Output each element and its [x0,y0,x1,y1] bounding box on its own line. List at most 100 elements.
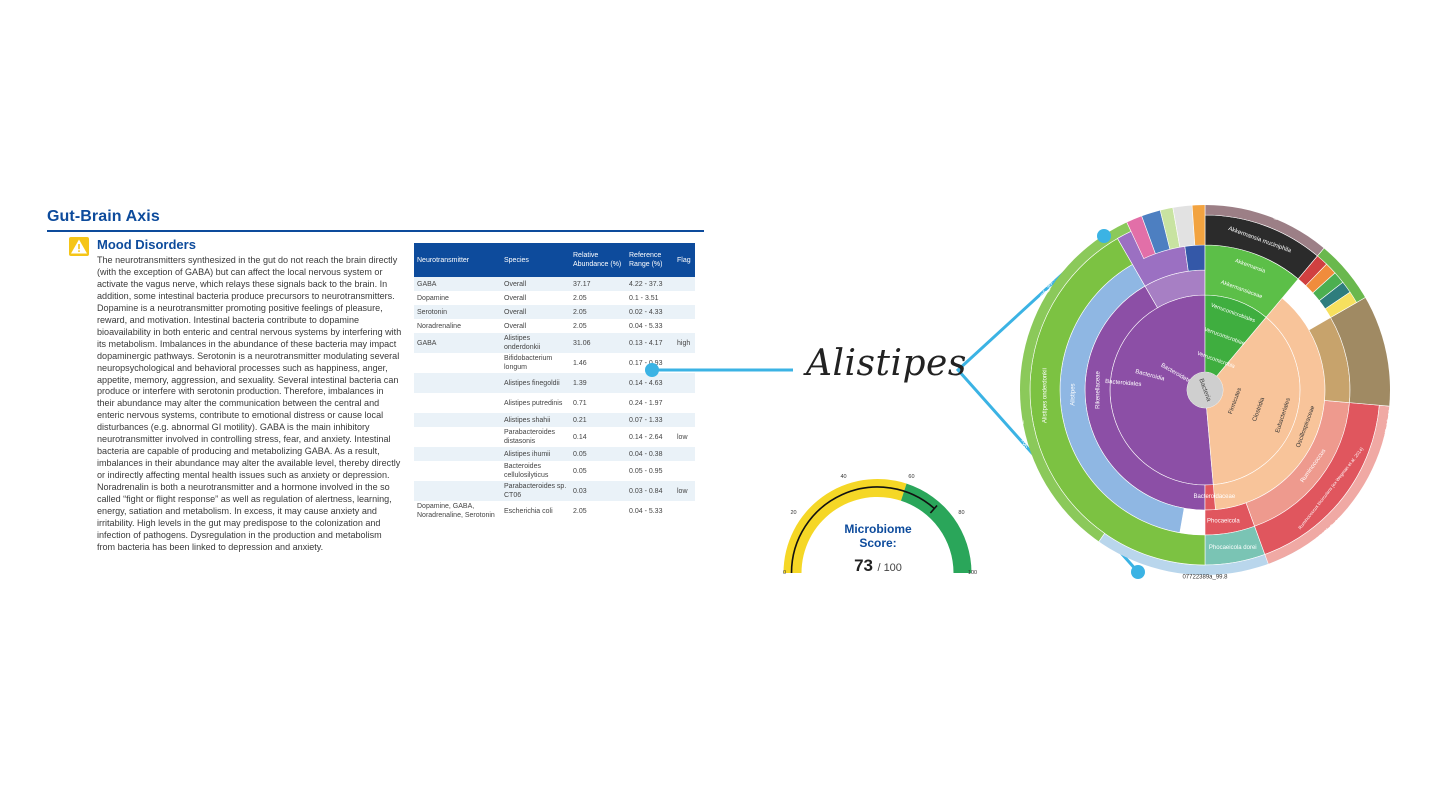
cell-species: Overall [501,291,570,305]
mood-disorders-description: The neurotransmitters synthesized in the… [97,255,402,552]
cell-species: Alistipes finegoldii [501,373,570,393]
table-row: Alistipes finegoldii 1.39 0.14 - 4.63 [414,373,695,393]
sunburst-label-otu-4: 07722389a_99.8 [1182,575,1228,581]
table-row: Dopamine, GABA, Noradrenaline, Serotonin… [414,501,695,521]
cell-species: Overall [501,319,570,333]
gauge-tick-label: 80 [958,510,964,516]
cell-abundance: 31.06 [570,333,626,353]
cell-flag: low [674,481,695,501]
cell-neurotransmitter [414,373,501,393]
cell-flag [674,373,695,393]
cell-flag [674,319,695,333]
cell-neurotransmitter [414,447,501,461]
table-row: Parabacteroides distasonis 0.14 0.14 - 2.6… [414,427,695,447]
table-row: Dopamine Overall 2.05 0.1 - 3.51 [414,291,695,305]
cell-range: 0.07 - 1.33 [626,413,674,427]
cell-species: Bacteroides cellulosilyticus [501,461,570,481]
table-row: Bacteroides cellulosilyticus 0.05 0.05 - 0… [414,461,695,481]
taxonomy-sunburst-chart: BacteroidetesBacteroidiaBacteroidalesRik… [1016,205,1396,581]
cell-species: Parabacteroides distasonis [501,427,570,447]
cell-range: 0.02 - 4.33 [626,305,674,319]
cell-range: 0.24 - 1.97 [626,393,674,413]
score-value: 73 / 100 [828,556,928,576]
header-reference-range: Reference Range (%) [626,243,674,277]
score-max: / 100 [877,562,902,574]
cell-neurotransmitter [414,393,501,413]
gauge-tick-label: 60 [908,474,914,480]
cell-neurotransmitter [414,427,501,447]
cell-abundance: 0.71 [570,393,626,413]
cell-range: 0.17 - 0.93 [626,353,674,373]
sunburst-label-alistipes: Alistipes [1071,383,1077,405]
table-row: Serotonin Overall 2.05 0.02 - 4.33 [414,305,695,319]
cell-flag [674,305,695,319]
sunburst-label-phocaeicola-dorei: Phocaeicola dorei [1209,545,1257,551]
warning-icon [69,237,89,256]
cell-abundance: 37.17 [570,277,626,291]
cell-range: 0.1 - 3.51 [626,291,674,305]
sunburst-minor-slice-4 [1190,205,1206,246]
gauge-score-marker [929,504,938,514]
sunburst-minor-slice-right-4 [1324,291,1357,318]
cell-species: Overall [501,277,570,291]
table-row: Alistipes putredinis 0.71 0.24 - 1.97 [414,393,695,413]
cell-abundance: 0.14 [570,427,626,447]
cell-neurotransmitter: Dopamine [414,291,501,305]
cell-range: 0.05 - 0.95 [626,461,674,481]
table-row: Noradrenaline Overall 2.05 0.04 - 5.33 [414,319,695,333]
sunburst-label-bacteroidales: Bacteroidales [1105,379,1142,388]
score-number: 73 [854,556,873,575]
cell-range: 0.03 - 0.84 [626,481,674,501]
mood-disorders-title: Mood Disorders [97,237,196,252]
header-neurotransmitter: Neurotransmitter [414,243,501,277]
cell-neurotransmitter: GABA [414,277,501,291]
table-row: Parabacteroides sp. CT06 0.03 0.03 - 0.84 l… [414,481,695,501]
cell-species: Overall [501,305,570,319]
cell-neurotransmitter: Dopamine, GABA, Noradrenaline, Serotonin [414,501,501,521]
sunburst-label-alistipes-onderdonkii: Alistipes onderdonkii [1043,368,1049,423]
sunburst-label-phocaeicola: Phocaeicola [1207,518,1240,524]
table-header-row: Neurotransmitter Species Relative Abunda… [414,243,695,277]
cell-abundance: 0.03 [570,481,626,501]
section-divider [47,230,704,232]
alistipes-callout-label: Alistipes [806,343,967,384]
cell-flag [674,461,695,481]
microbiome-score-gauge: 0 20 40 60 80 100 [783,474,977,576]
section-title: Gut-Brain Axis [47,208,160,225]
cell-abundance: 1.39 [570,373,626,393]
cell-neurotransmitter [414,461,501,481]
gauge-tick-label: 20 [790,510,796,516]
cell-neurotransmitter: Serotonin [414,305,501,319]
cell-flag [674,353,695,373]
cell-abundance: 0.05 [570,461,626,481]
gauge-tick-label: 0 [783,570,786,576]
cell-range: 0.13 - 4.17 [626,333,674,353]
cell-neurotransmitter [414,413,501,427]
callout-dot-top [1097,229,1111,243]
cell-range: 0.04 - 5.33 [626,319,674,333]
cell-range: 0.14 - 2.64 [626,427,674,447]
cell-neurotransmitter: Noradrenaline [414,319,501,333]
cell-abundance: 2.05 [570,501,626,521]
cell-species: Parabacteroides sp. CT06 [501,481,570,501]
cell-flag: low [674,427,695,447]
cell-neurotransmitter: GABA [414,333,501,353]
cell-neurotransmitter [414,353,501,373]
sunburst-label-rikenellaceae: Rikenellaceae [1096,370,1102,408]
header-species: Species [501,243,570,277]
gauge-score-arc [790,486,935,574]
table-row: GABA Overall 37.17 4.22 - 37.3 [414,277,695,291]
cell-abundance: 2.05 [570,291,626,305]
cell-flag [674,501,695,521]
header-relative-abundance: Relative Abundance (%) [570,243,626,277]
cell-flag [674,393,695,413]
cell-abundance: 1.46 [570,353,626,373]
table-row: Alistipes ihumii 0.05 0.04 - 0.38 [414,447,695,461]
sunburst-center [1187,372,1223,408]
cell-range: 0.04 - 5.33 [626,501,674,521]
cell-flag: high [674,333,695,353]
table-row: Alistipes shahii 0.21 0.07 - 1.33 [414,413,695,427]
gauge-zone-1 [900,483,972,573]
cell-flag [674,277,695,291]
header-flag: Flag [674,243,695,277]
